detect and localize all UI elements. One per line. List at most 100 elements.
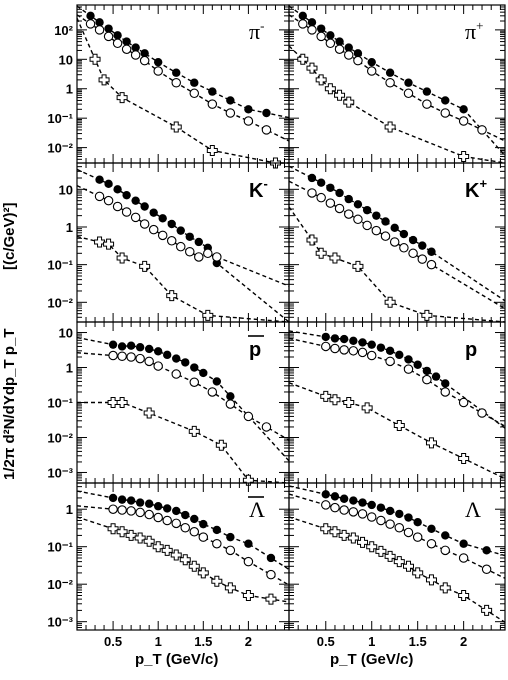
x-axis-label: p_T (GeV/c) (135, 651, 218, 668)
data-point (297, 53, 309, 65)
data-point (104, 24, 113, 33)
data-point (172, 354, 181, 363)
data-point (380, 231, 391, 241)
panel-frame (288, 482, 506, 631)
data-point (121, 44, 132, 54)
data-point (144, 344, 154, 354)
data-point (131, 43, 140, 52)
data-point (163, 504, 172, 513)
data-point (353, 49, 363, 58)
data-point (395, 350, 404, 360)
data-point (206, 144, 218, 156)
data-point (316, 31, 326, 42)
fit-curve (288, 485, 506, 557)
data-point (211, 575, 223, 587)
data-point (116, 92, 128, 104)
panel-π+: π+ (288, 4, 506, 164)
data-point (108, 350, 118, 361)
y-tick-label: 10⁻³ (47, 615, 73, 630)
data-point (212, 525, 222, 535)
data-point (321, 332, 330, 342)
data-point (189, 88, 200, 99)
series-cross (288, 382, 506, 480)
data-point (362, 205, 372, 215)
x-axis-label-left: p_T (GeV/c) (135, 651, 218, 668)
data-point (418, 241, 427, 250)
data-point (103, 195, 114, 206)
data-point (116, 526, 128, 538)
particle-label: π+ (465, 18, 483, 44)
particle-label: Λ (465, 497, 481, 522)
data-point (399, 229, 409, 239)
data-point (225, 545, 236, 556)
data-point (408, 248, 418, 259)
data-point (403, 364, 414, 374)
y-tick-label: 10⁻³ (47, 465, 73, 480)
data-point (158, 214, 167, 223)
fit-curve (288, 516, 506, 623)
data-point (376, 515, 386, 526)
data-point (149, 208, 158, 217)
data-point (225, 399, 236, 409)
data-point (126, 506, 136, 516)
data-point (126, 352, 136, 362)
series-filled (288, 165, 506, 302)
fit-curve (76, 185, 290, 287)
series-open (288, 180, 506, 310)
panel-π-: 10² 10 1 10⁻¹ 10⁻² π- (47, 4, 290, 169)
series-open (288, 14, 506, 142)
panel-p̄: 10 1 10⁻¹ 10⁻² 10⁻³ p (47, 321, 290, 486)
data-point (343, 209, 354, 219)
data-point (441, 379, 450, 388)
data-point (86, 11, 95, 21)
data-point (426, 538, 437, 549)
data-point (349, 496, 358, 505)
data-point (108, 493, 118, 503)
fit-curve (288, 206, 506, 323)
data-point (399, 243, 409, 253)
series-filled (76, 336, 290, 462)
data-point (107, 397, 119, 408)
fit-curve (77, 401, 290, 484)
data-point (122, 190, 131, 200)
data-point (358, 498, 367, 507)
data-point (357, 347, 368, 358)
series-open (76, 350, 290, 441)
data-point (404, 513, 413, 522)
particle-label-charge: + (479, 176, 487, 191)
data-point (153, 66, 163, 76)
data-point (343, 397, 355, 408)
data-point (153, 361, 163, 371)
data-point (112, 38, 123, 49)
data-point (130, 50, 141, 60)
series-filled (76, 490, 290, 570)
series-cross (288, 516, 506, 623)
data-point (316, 24, 326, 33)
data-point (413, 518, 422, 527)
data-point (190, 78, 199, 87)
data-point (427, 524, 436, 534)
data-point (315, 247, 327, 259)
data-point (307, 173, 317, 183)
data-point (390, 223, 399, 233)
data-point (344, 194, 353, 204)
fit-curve (76, 5, 290, 119)
data-point (188, 425, 200, 437)
particle-label: K- (249, 176, 268, 202)
series-filled (288, 485, 506, 557)
y-tick-label: 1 (66, 220, 73, 235)
data-point (422, 366, 432, 376)
particle-label-charge: - (263, 176, 267, 191)
data-point (372, 211, 381, 220)
data-point (181, 358, 190, 367)
data-point (417, 254, 428, 264)
data-point (107, 523, 119, 535)
data-point (226, 96, 235, 105)
panel-K-: 10 1 10⁻¹ 10⁻² K- (47, 162, 290, 323)
data-point (108, 504, 118, 514)
data-point (126, 341, 136, 350)
data-point (353, 55, 363, 66)
data-point (226, 392, 235, 401)
data-point (140, 202, 149, 211)
fit-curve (288, 165, 506, 302)
